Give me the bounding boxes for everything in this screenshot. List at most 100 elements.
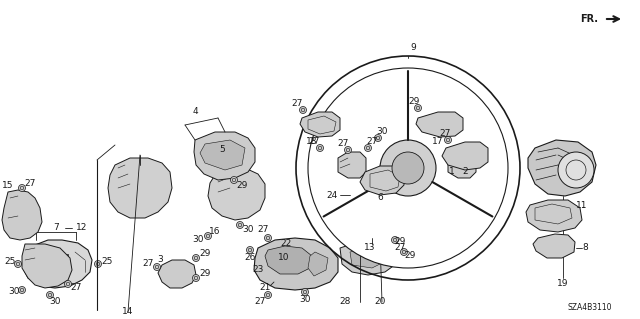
Polygon shape xyxy=(24,240,92,288)
Text: 13: 13 xyxy=(364,243,376,253)
Text: 7: 7 xyxy=(53,224,59,233)
Polygon shape xyxy=(360,166,404,195)
Circle shape xyxy=(392,236,399,243)
Text: 30: 30 xyxy=(8,287,20,296)
Circle shape xyxy=(392,249,399,256)
Polygon shape xyxy=(22,244,72,288)
Text: 5: 5 xyxy=(219,145,225,154)
Text: 22: 22 xyxy=(280,240,292,249)
Polygon shape xyxy=(448,152,476,178)
Circle shape xyxy=(237,221,243,228)
Circle shape xyxy=(300,107,307,114)
Polygon shape xyxy=(265,246,312,274)
Text: SZA4B3110: SZA4B3110 xyxy=(568,303,612,313)
Circle shape xyxy=(415,105,422,112)
Text: 17: 17 xyxy=(432,137,444,146)
Polygon shape xyxy=(254,238,338,290)
Polygon shape xyxy=(158,260,196,288)
Text: 29: 29 xyxy=(394,238,406,247)
Polygon shape xyxy=(416,112,463,137)
Polygon shape xyxy=(300,112,340,137)
Text: 28: 28 xyxy=(339,298,351,307)
Polygon shape xyxy=(200,140,245,170)
Circle shape xyxy=(205,233,211,240)
Text: 26: 26 xyxy=(244,254,256,263)
Polygon shape xyxy=(350,248,384,268)
Text: 16: 16 xyxy=(209,227,221,236)
Text: 29: 29 xyxy=(199,249,211,258)
Text: 3: 3 xyxy=(157,256,163,264)
Text: 27: 27 xyxy=(366,137,378,146)
Text: 30: 30 xyxy=(192,235,204,244)
Circle shape xyxy=(65,280,72,287)
Text: 30: 30 xyxy=(300,295,311,305)
Text: 27: 27 xyxy=(308,137,320,146)
Circle shape xyxy=(230,176,237,183)
Text: 27: 27 xyxy=(394,243,406,253)
Text: 29: 29 xyxy=(236,181,248,189)
Circle shape xyxy=(445,137,451,144)
Text: 27: 27 xyxy=(291,100,303,108)
Text: 27: 27 xyxy=(142,259,154,269)
Circle shape xyxy=(15,261,22,268)
Polygon shape xyxy=(526,200,582,232)
Polygon shape xyxy=(308,252,328,276)
Circle shape xyxy=(344,146,351,153)
Text: 8: 8 xyxy=(582,243,588,253)
Circle shape xyxy=(246,247,253,254)
Circle shape xyxy=(193,275,200,281)
Text: 25: 25 xyxy=(4,257,16,266)
Text: 25: 25 xyxy=(101,257,113,266)
Polygon shape xyxy=(338,152,366,178)
Text: 2: 2 xyxy=(462,167,468,176)
Text: 15: 15 xyxy=(3,181,13,189)
Circle shape xyxy=(301,288,308,295)
Text: 30: 30 xyxy=(376,128,388,137)
Polygon shape xyxy=(108,158,172,218)
Text: 1: 1 xyxy=(449,167,455,176)
Text: 23: 23 xyxy=(252,265,264,275)
Circle shape xyxy=(365,145,371,152)
Text: 27: 27 xyxy=(337,138,349,147)
Text: 29: 29 xyxy=(199,270,211,278)
Circle shape xyxy=(308,68,508,268)
Text: 27: 27 xyxy=(439,129,451,137)
Text: 29: 29 xyxy=(404,250,416,259)
Text: 27: 27 xyxy=(257,226,269,234)
Polygon shape xyxy=(442,142,488,170)
Text: 19: 19 xyxy=(557,278,569,287)
Polygon shape xyxy=(48,254,68,272)
Text: 10: 10 xyxy=(278,254,290,263)
Circle shape xyxy=(380,140,436,196)
Text: 4: 4 xyxy=(192,108,198,116)
Polygon shape xyxy=(533,234,575,258)
Text: 12: 12 xyxy=(76,224,88,233)
Circle shape xyxy=(392,152,424,184)
Text: FR.: FR. xyxy=(580,14,598,24)
Circle shape xyxy=(154,263,161,271)
Polygon shape xyxy=(208,168,265,220)
Circle shape xyxy=(558,152,594,188)
Circle shape xyxy=(19,184,26,191)
Text: 9: 9 xyxy=(410,43,416,53)
Polygon shape xyxy=(2,190,42,240)
Polygon shape xyxy=(528,140,596,196)
Circle shape xyxy=(264,292,271,299)
Text: 21: 21 xyxy=(259,284,271,293)
Polygon shape xyxy=(340,240,398,275)
Text: 24: 24 xyxy=(326,190,338,199)
Circle shape xyxy=(401,249,408,256)
Circle shape xyxy=(19,286,26,293)
Text: 20: 20 xyxy=(374,298,386,307)
Text: 27: 27 xyxy=(24,179,36,188)
Text: 27: 27 xyxy=(254,298,266,307)
Text: 27: 27 xyxy=(70,284,82,293)
Text: 30: 30 xyxy=(243,226,253,234)
Circle shape xyxy=(264,234,271,241)
Circle shape xyxy=(374,135,381,142)
Text: 6: 6 xyxy=(377,194,383,203)
Text: 29: 29 xyxy=(408,98,420,107)
Polygon shape xyxy=(194,132,255,180)
Circle shape xyxy=(95,261,102,268)
Circle shape xyxy=(47,292,54,299)
